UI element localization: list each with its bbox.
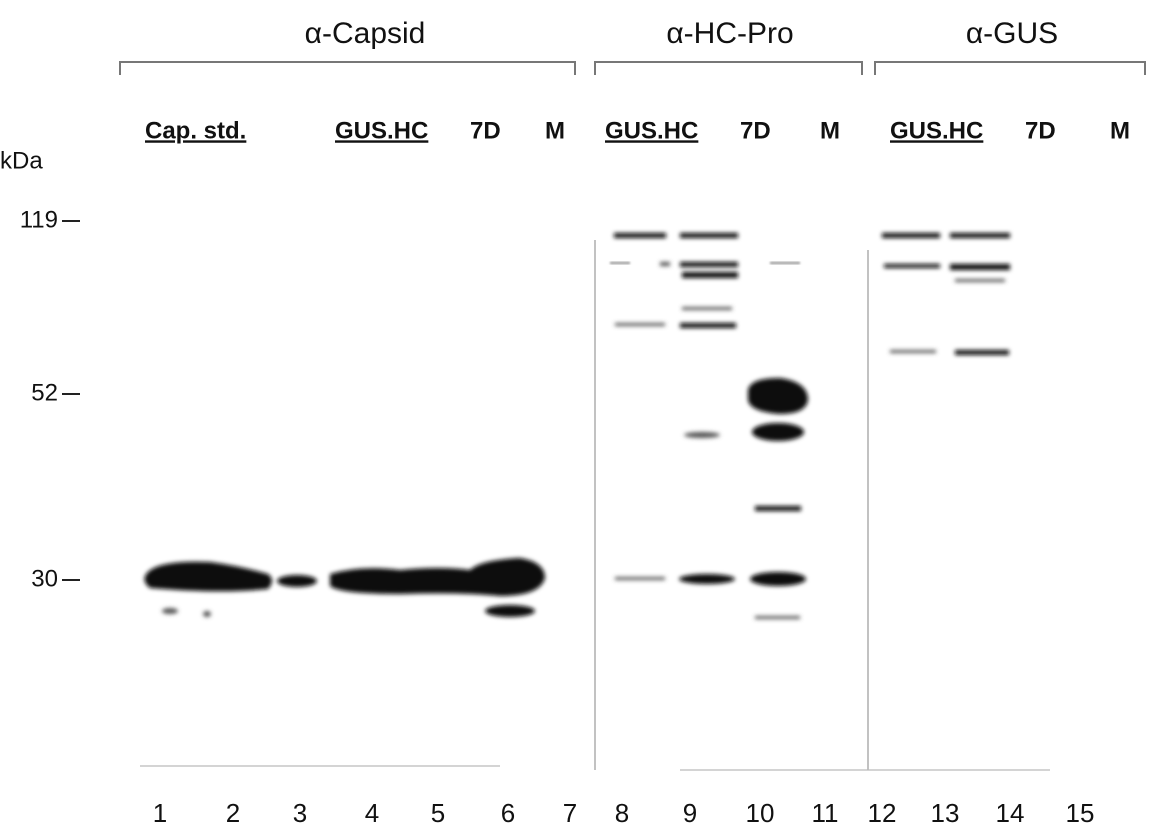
lane-number: 15 xyxy=(1066,798,1095,828)
marker-label: 52 xyxy=(31,379,58,406)
marker-label: 30 xyxy=(31,565,58,592)
lane-label: 7D xyxy=(740,117,771,144)
lane-label: M xyxy=(1110,117,1130,144)
lane-number: 10 xyxy=(746,798,775,828)
lane-separators xyxy=(140,240,1050,771)
lane-number: 4 xyxy=(365,798,379,828)
lane-number: 8 xyxy=(615,798,629,828)
lane-number: 12 xyxy=(868,798,897,828)
lane-number: 13 xyxy=(931,798,960,828)
lane-number: 3 xyxy=(293,798,307,828)
lane-label: GUS.HC xyxy=(335,117,428,144)
marker-label: 119 xyxy=(20,206,58,233)
lane-label: M xyxy=(545,117,565,144)
lane-number: 9 xyxy=(683,798,697,828)
lane-label: 7D xyxy=(1025,117,1056,144)
lane-number: 1 xyxy=(153,798,167,828)
marker-ticks xyxy=(62,220,80,581)
bands xyxy=(144,233,1010,619)
panel-title: α-Capsid xyxy=(305,17,426,50)
panel-title: α-HC-Pro xyxy=(666,17,793,50)
lane-label: GUS.HC xyxy=(890,117,983,144)
lane-number: 5 xyxy=(431,798,445,828)
lane-number: 6 xyxy=(501,798,515,828)
lane-label: GUS.HC xyxy=(605,117,698,144)
faint-specks xyxy=(610,262,800,264)
lane-number: 14 xyxy=(996,798,1025,828)
lane-label: Cap. std. xyxy=(145,117,246,144)
lane-label: M xyxy=(820,117,840,144)
panel-title: α-GUS xyxy=(966,17,1058,50)
lane-number: 2 xyxy=(226,798,240,828)
lane-number: 7 xyxy=(563,798,577,828)
lane-number: 11 xyxy=(812,798,839,828)
lane-label: 7D xyxy=(470,117,501,144)
unit-label: kDa xyxy=(0,147,43,174)
brackets xyxy=(119,61,1146,75)
labels: α-Capsid Cap. std. GUS.HC 7D Mα-HC-Pro GUS.HC… xyxy=(0,17,1130,828)
